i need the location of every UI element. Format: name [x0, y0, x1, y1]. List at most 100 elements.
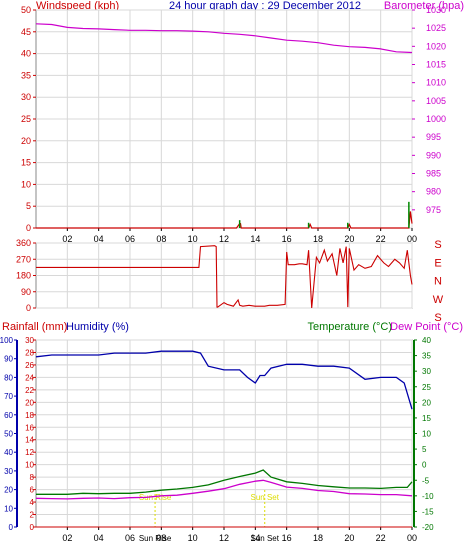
temperature-line	[36, 469, 413, 495]
bottom-x-tick-label: 18	[313, 533, 323, 543]
windspeed-y-tick-label: 30	[21, 92, 31, 102]
rainfall-y-tick-label: 18	[25, 411, 34, 420]
top-x-tick-label: 22	[376, 234, 386, 244]
rainfall-y-tick-label: 2	[30, 511, 35, 520]
compass-label: S	[434, 312, 441, 324]
humidity-y-tick-label: 40	[4, 448, 13, 457]
bottom-x-tick-label: 10	[188, 533, 198, 543]
dewpoint-axis-title: Dew Point (°C)	[390, 321, 463, 333]
windspeed-y-tick-label: 25	[21, 114, 31, 124]
temperature-y-tick-label: 25	[422, 383, 431, 392]
humidity-y-tick-label: 50	[4, 430, 13, 439]
humidity-y-tick-label: 90	[4, 355, 13, 364]
windspeed-y-tick-label: 50	[21, 5, 31, 15]
bottom-x-tick-label: 06	[125, 533, 135, 543]
top-x-tick-label: 10	[188, 234, 198, 244]
temperature-y-tick-label: 30	[422, 367, 431, 376]
top-x-tick-label: 20	[344, 234, 354, 244]
compass-label: S	[434, 239, 441, 251]
humidity-y-tick-label: 10	[4, 504, 13, 513]
temperature-y-tick-label: 20	[422, 398, 431, 407]
rainfall-axis-title: Rainfall (mm)	[2, 321, 67, 333]
temperature-y-tick-label: 10	[422, 430, 431, 439]
temperature-y-tick-label: 5	[422, 445, 427, 454]
rainfall-y-tick-label: 6	[30, 486, 35, 495]
windspeed-y-tick-label: 10	[21, 179, 31, 189]
bottom-x-tick-label: 12	[219, 533, 229, 543]
barometer-y-tick-label: 1015	[426, 60, 446, 70]
temperature-y-tick-label: 35	[422, 352, 431, 361]
rainfall-y-tick-label: 14	[25, 436, 34, 445]
bottom-x-tick-label: 02	[62, 533, 72, 543]
barometer-y-tick-label: 995	[426, 132, 441, 142]
windspeed-y-tick-label: 15	[21, 158, 31, 168]
windspeed-y-tick-label: 45	[21, 27, 31, 37]
rainfall-y-tick-label: 26	[25, 361, 34, 370]
temperature-y-tick-label: -20	[422, 523, 434, 532]
barometer-axis-title: Barometer (hpa)	[384, 0, 464, 12]
chart-title: 24 hour graph day : 29 December 2012	[169, 0, 361, 12]
compass-label: W	[433, 294, 444, 306]
direction-y-tick-label: 90	[21, 287, 31, 297]
humidity-y-tick-label: 30	[4, 467, 13, 476]
rainfall-y-tick-label: 8	[30, 473, 35, 482]
humidity-y-tick-label: 80	[4, 373, 13, 382]
sunrise-marker-label: Sun Rise	[139, 493, 172, 502]
rainfall-y-tick-label: 12	[25, 448, 34, 457]
rainfall-y-tick-label: 16	[25, 423, 34, 432]
barometer-y-tick-label: 1025	[426, 23, 446, 33]
humidity-y-tick-label: 20	[4, 486, 13, 495]
top-x-tick-label: 12	[219, 234, 229, 244]
barometer-y-tick-label: 1010	[426, 78, 446, 88]
direction-y-tick-label: 360	[16, 238, 31, 248]
windspeed-y-tick-label: 5	[26, 201, 31, 211]
windspeed-axis-title: Windspeed (kph)	[36, 0, 119, 12]
wind-direction-line	[36, 245, 413, 309]
temperature-y-tick-label: -5	[422, 476, 430, 485]
bottom-x-tick-label: 16	[282, 533, 292, 543]
direction-y-tick-label: 0	[26, 303, 31, 313]
temperature-y-tick-label: 0	[422, 461, 427, 470]
humidity-line	[35, 350, 413, 410]
top-x-tick-label: 06	[125, 234, 135, 244]
barometer-y-tick-label: 1005	[426, 96, 446, 106]
barometer-line	[35, 23, 413, 54]
barometer-y-tick-label: 980	[426, 187, 441, 197]
bottom-x-tick-label: 20	[344, 533, 354, 543]
direction-y-tick-label: 180	[16, 271, 31, 281]
temperature-y-tick-label: -10	[422, 492, 434, 501]
windspeed-y-tick-label: 40	[21, 49, 31, 59]
barometer-y-tick-label: 1000	[426, 114, 446, 124]
top-x-tick-label: 00	[407, 234, 417, 244]
rainfall-y-tick-label: 28	[25, 348, 34, 357]
rainfall-y-tick-label: 30	[25, 336, 34, 345]
barometer-y-tick-label: 975	[426, 205, 441, 215]
temperature-y-tick-label: -15	[422, 507, 434, 516]
humidity-y-tick-label: 60	[4, 411, 13, 420]
temperature-axis-title: Temperature (°C)	[308, 321, 392, 333]
barometer-y-tick-label: 985	[426, 169, 441, 179]
rainfall-y-tick-label: 10	[25, 461, 34, 470]
temperature-y-tick-label: 15	[422, 414, 431, 423]
windspeed-y-tick-label: 20	[21, 136, 31, 146]
humidity-y-tick-label: 100	[0, 336, 14, 345]
rainfall-y-tick-label: 0	[30, 523, 35, 532]
dewpoint-line	[35, 479, 413, 500]
top-x-tick-label: 18	[313, 234, 323, 244]
humidity-y-tick-label: 70	[4, 392, 13, 401]
sunset-axis-label: Sun Set	[250, 534, 279, 543]
bottom-x-tick-label: 04	[94, 533, 104, 543]
humidity-y-tick-label: 0	[9, 523, 14, 532]
rainfall-y-tick-label: 20	[25, 398, 34, 407]
top-x-tick-label: 16	[282, 234, 292, 244]
bottom-x-tick-label: 14	[250, 533, 260, 543]
top-x-tick-label: 14	[250, 234, 260, 244]
temperature-y-tick-label: 40	[422, 336, 431, 345]
bottom-x-tick-label: 00	[407, 533, 417, 543]
top-x-tick-label: 08	[156, 234, 166, 244]
compass-label: E	[434, 257, 441, 269]
rainfall-y-tick-label: 4	[30, 498, 35, 507]
rainfall-y-tick-label: 22	[25, 386, 34, 395]
